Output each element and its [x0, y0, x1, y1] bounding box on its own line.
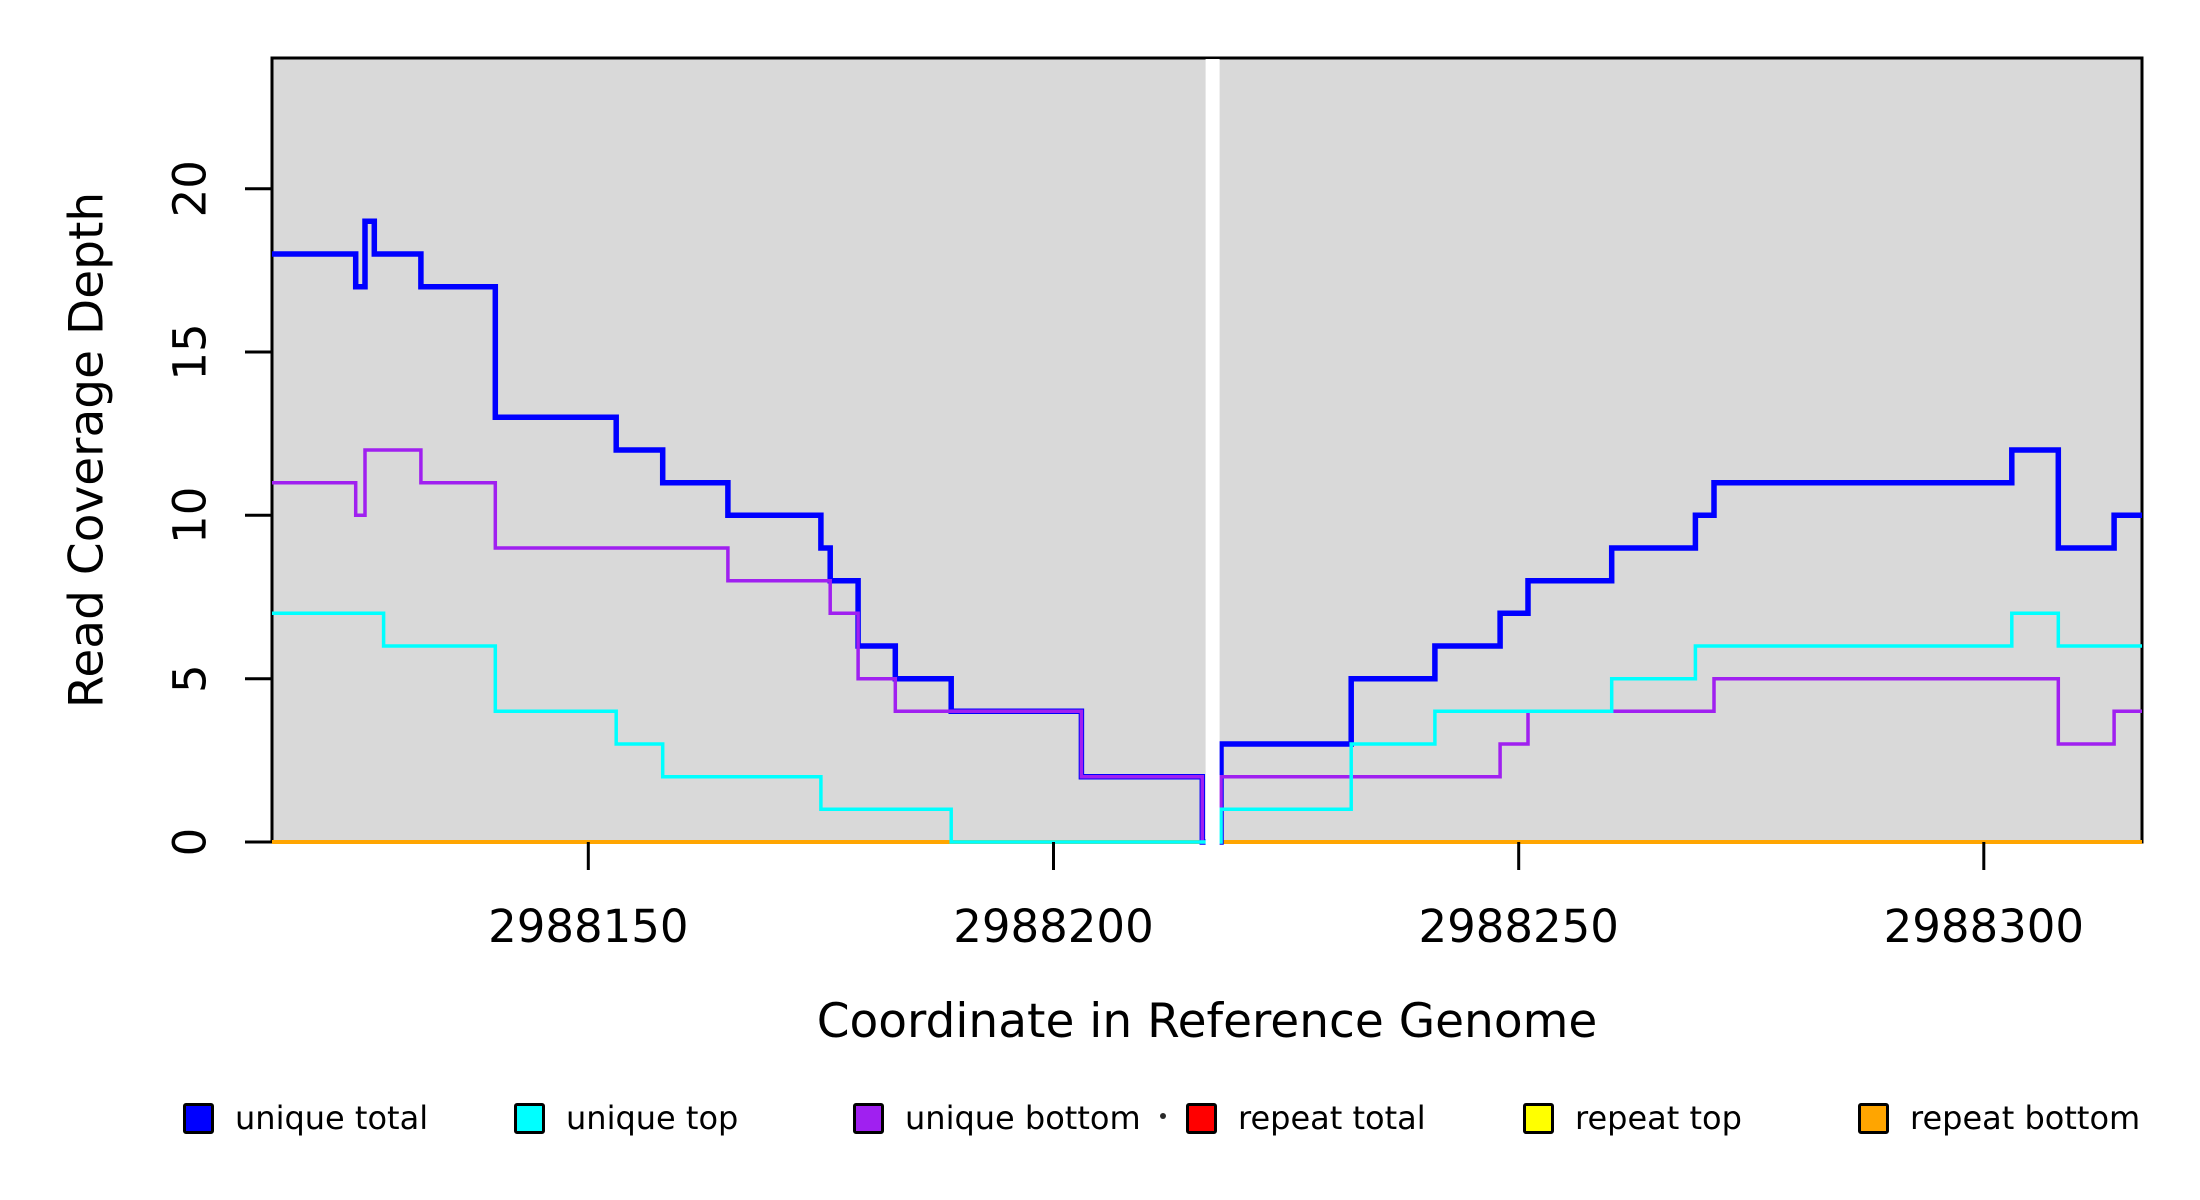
legend-swatch-unique-top [514, 1102, 545, 1134]
legend-item-repeat-bottom: repeat bottom [1858, 1099, 2141, 1137]
legend-swatch-repeat-top [1523, 1102, 1554, 1134]
legend-item-unique-top: unique top [514, 1099, 739, 1137]
x-tick-label: 2988250 [1418, 900, 1618, 953]
legend-item-unique-bottom: unique bottom [853, 1099, 1141, 1137]
stray-mark-artifact [1160, 1113, 1166, 1119]
y-tick-label: 0 [164, 828, 217, 857]
x-tick-label: 2988150 [488, 900, 688, 953]
legend-label: unique total [235, 1099, 429, 1137]
y-tick-label: 10 [164, 487, 217, 544]
y-tick-label: 5 [164, 664, 217, 693]
legend-swatch-repeat-total [1186, 1102, 1217, 1134]
legend-item-repeat-total: repeat total [1186, 1099, 1426, 1137]
legend-swatch-repeat-bottom [1858, 1102, 1889, 1134]
legend-label: unique bottom [905, 1099, 1141, 1137]
legend-label: repeat top [1575, 1099, 1742, 1137]
x-tick-label: 2988200 [953, 900, 1153, 953]
legend-swatch-unique-bottom [853, 1102, 884, 1134]
y-tick-label: 15 [164, 323, 217, 380]
legend-label: unique top [566, 1099, 739, 1137]
series-line-unique-top [272, 611, 2142, 844]
x-tick-label: 2988300 [1884, 900, 2084, 953]
masked-gap-band [1205, 59, 1220, 847]
y-tick-label: 20 [164, 160, 217, 217]
x-axis-title: Coordinate in Reference Genome [816, 994, 1598, 1049]
series-line-unique-bottom [272, 448, 2142, 844]
legend-swatch-unique-total [183, 1102, 214, 1134]
legend-item-repeat-top: repeat top [1523, 1099, 1742, 1137]
legend-label: repeat total [1238, 1099, 1426, 1137]
legend-label: repeat bottom [1910, 1099, 2141, 1137]
legend-item-unique-total: unique total [183, 1099, 429, 1137]
